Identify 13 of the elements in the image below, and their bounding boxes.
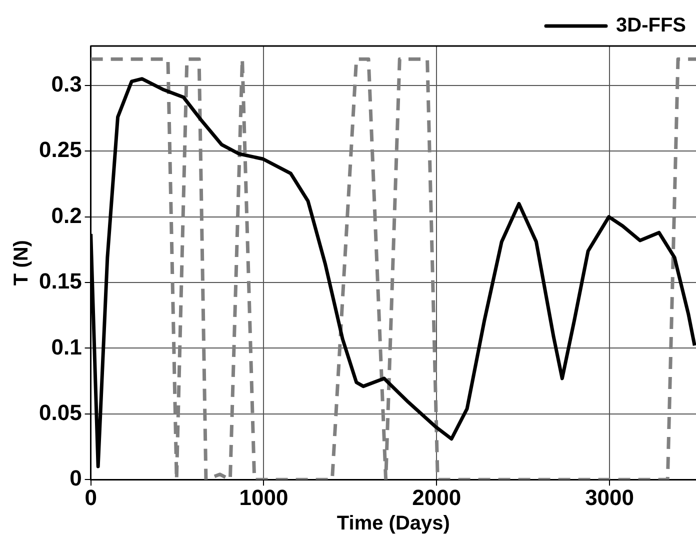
- x-axis-title: Time (Days): [336, 512, 450, 535]
- y-tick-label: 0.15: [38, 268, 82, 294]
- y-tick-label: 0.25: [38, 137, 82, 162]
- x-tick-label: 2000: [412, 484, 462, 510]
- y-tick-label: 0.2: [51, 202, 82, 228]
- x-tick-label: 1000: [239, 484, 288, 510]
- y-tick-label: 0.05: [38, 400, 82, 425]
- y-axis-title: T (N): [10, 240, 33, 286]
- legend-label: 3D-FFS: [616, 14, 686, 37]
- y-tick-label: 0.3: [51, 71, 82, 96]
- y-tick-label: 0.1: [51, 334, 82, 360]
- x-tick-label: 3000: [585, 484, 634, 510]
- y-tick-label: 0: [70, 466, 82, 491]
